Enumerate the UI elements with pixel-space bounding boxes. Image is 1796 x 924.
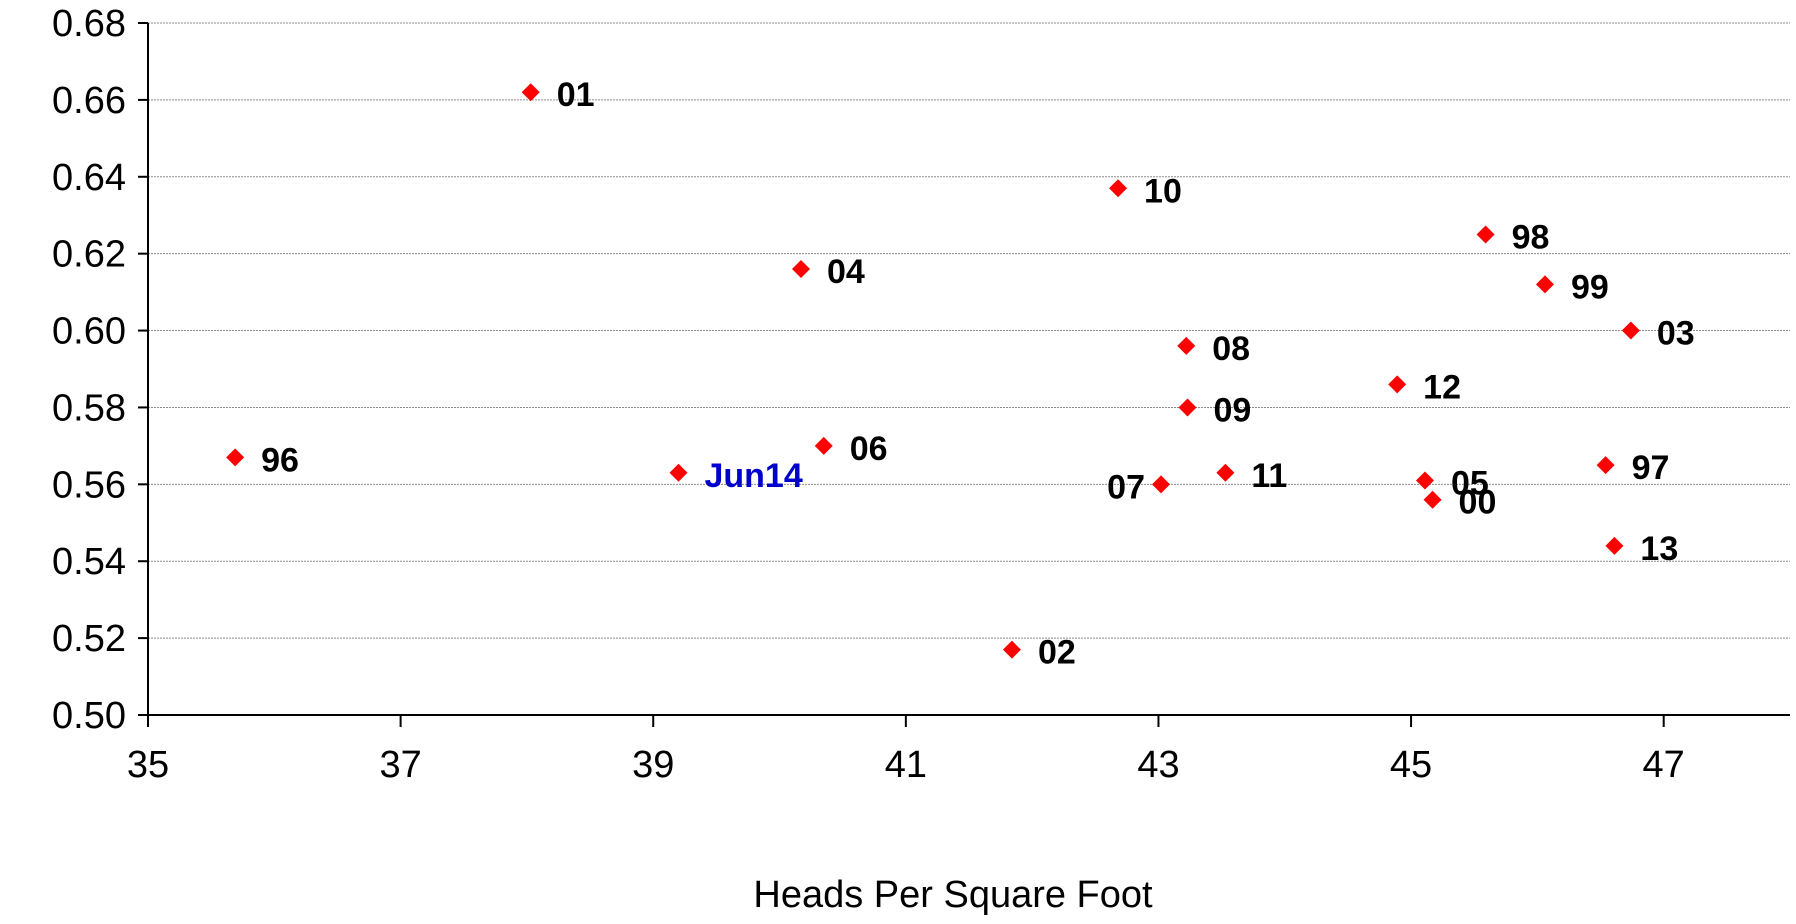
data-point-07: [1151, 475, 1170, 494]
data-point-00: [1423, 490, 1442, 509]
data-label-96: 96: [261, 441, 299, 479]
x-tick-label: 47: [1643, 744, 1685, 786]
y-tick-label: 0.56: [52, 464, 126, 506]
x-axis-title: Heads Per Square Foot: [753, 874, 1153, 916]
data-point-04: [792, 260, 811, 279]
data-label-03: 03: [1657, 315, 1695, 353]
data-point-97: [1596, 456, 1615, 475]
y-tick-label: 0.68: [52, 3, 126, 45]
data-points: [226, 83, 1640, 659]
data-point-02: [1002, 640, 1021, 659]
data-point-98: [1476, 225, 1495, 244]
x-tick-label: 41: [885, 744, 927, 786]
data-label-09: 09: [1214, 391, 1252, 429]
data-label-12: 12: [1423, 368, 1461, 406]
data-point-09: [1178, 398, 1197, 417]
data-label-jun14: Jun14: [704, 457, 802, 495]
x-tick-label: 37: [379, 744, 421, 786]
data-point-01: [521, 83, 540, 102]
data-point-jun14: [669, 463, 688, 482]
y-tick-label: 0.60: [52, 311, 126, 353]
y-tick-label: 0.64: [52, 157, 126, 199]
data-label-01: 01: [557, 76, 595, 114]
data-point-99: [1535, 275, 1554, 294]
axes: [138, 22, 1790, 727]
data-point-03: [1621, 321, 1640, 340]
data-point-08: [1177, 336, 1196, 355]
y-tick-label: 0.50: [52, 695, 126, 737]
data-label-05: 05: [1451, 464, 1489, 502]
data-label-06: 06: [850, 430, 888, 468]
data-point-12: [1388, 375, 1407, 394]
y-tick-label: 0.52: [52, 618, 126, 660]
data-label-13: 13: [1640, 530, 1678, 568]
x-tick-label: 35: [127, 744, 169, 786]
data-label-10: 10: [1144, 172, 1182, 210]
data-point-11: [1216, 463, 1235, 482]
data-label-04: 04: [827, 253, 865, 291]
data-label-97: 97: [1632, 449, 1670, 487]
data-label-02: 02: [1038, 634, 1076, 672]
data-point-05: [1415, 471, 1434, 490]
data-label-11: 11: [1251, 457, 1287, 495]
data-point-06: [814, 436, 833, 455]
data-label-00: 00: [1459, 484, 1497, 522]
data-label-07: 07: [1107, 468, 1145, 506]
data-label-99: 99: [1571, 268, 1609, 306]
x-tick-labels: 35 37 39 41 43 45 47: [127, 744, 1685, 786]
data-point-96: [226, 448, 245, 467]
x-tick-label: 39: [632, 744, 674, 786]
data-label-08: 08: [1212, 330, 1250, 368]
y-tick-label: 0.66: [52, 80, 126, 122]
x-tick-label: 43: [1137, 744, 1179, 786]
x-tick-label: 45: [1390, 744, 1432, 786]
data-point-13: [1605, 536, 1624, 555]
y-tick-label: 0.54: [52, 541, 126, 583]
data-point-10: [1109, 179, 1128, 198]
y-tick-label: 0.58: [52, 387, 126, 429]
y-tick-label: 0.62: [52, 234, 126, 276]
y-tick-labels: 0.50 0.52 0.54 0.56 0.58 0.60 0.62 0.64 0.66 0.68: [52, 3, 126, 737]
data-label-98: 98: [1512, 218, 1550, 256]
grid-lines: [148, 22, 1790, 639]
